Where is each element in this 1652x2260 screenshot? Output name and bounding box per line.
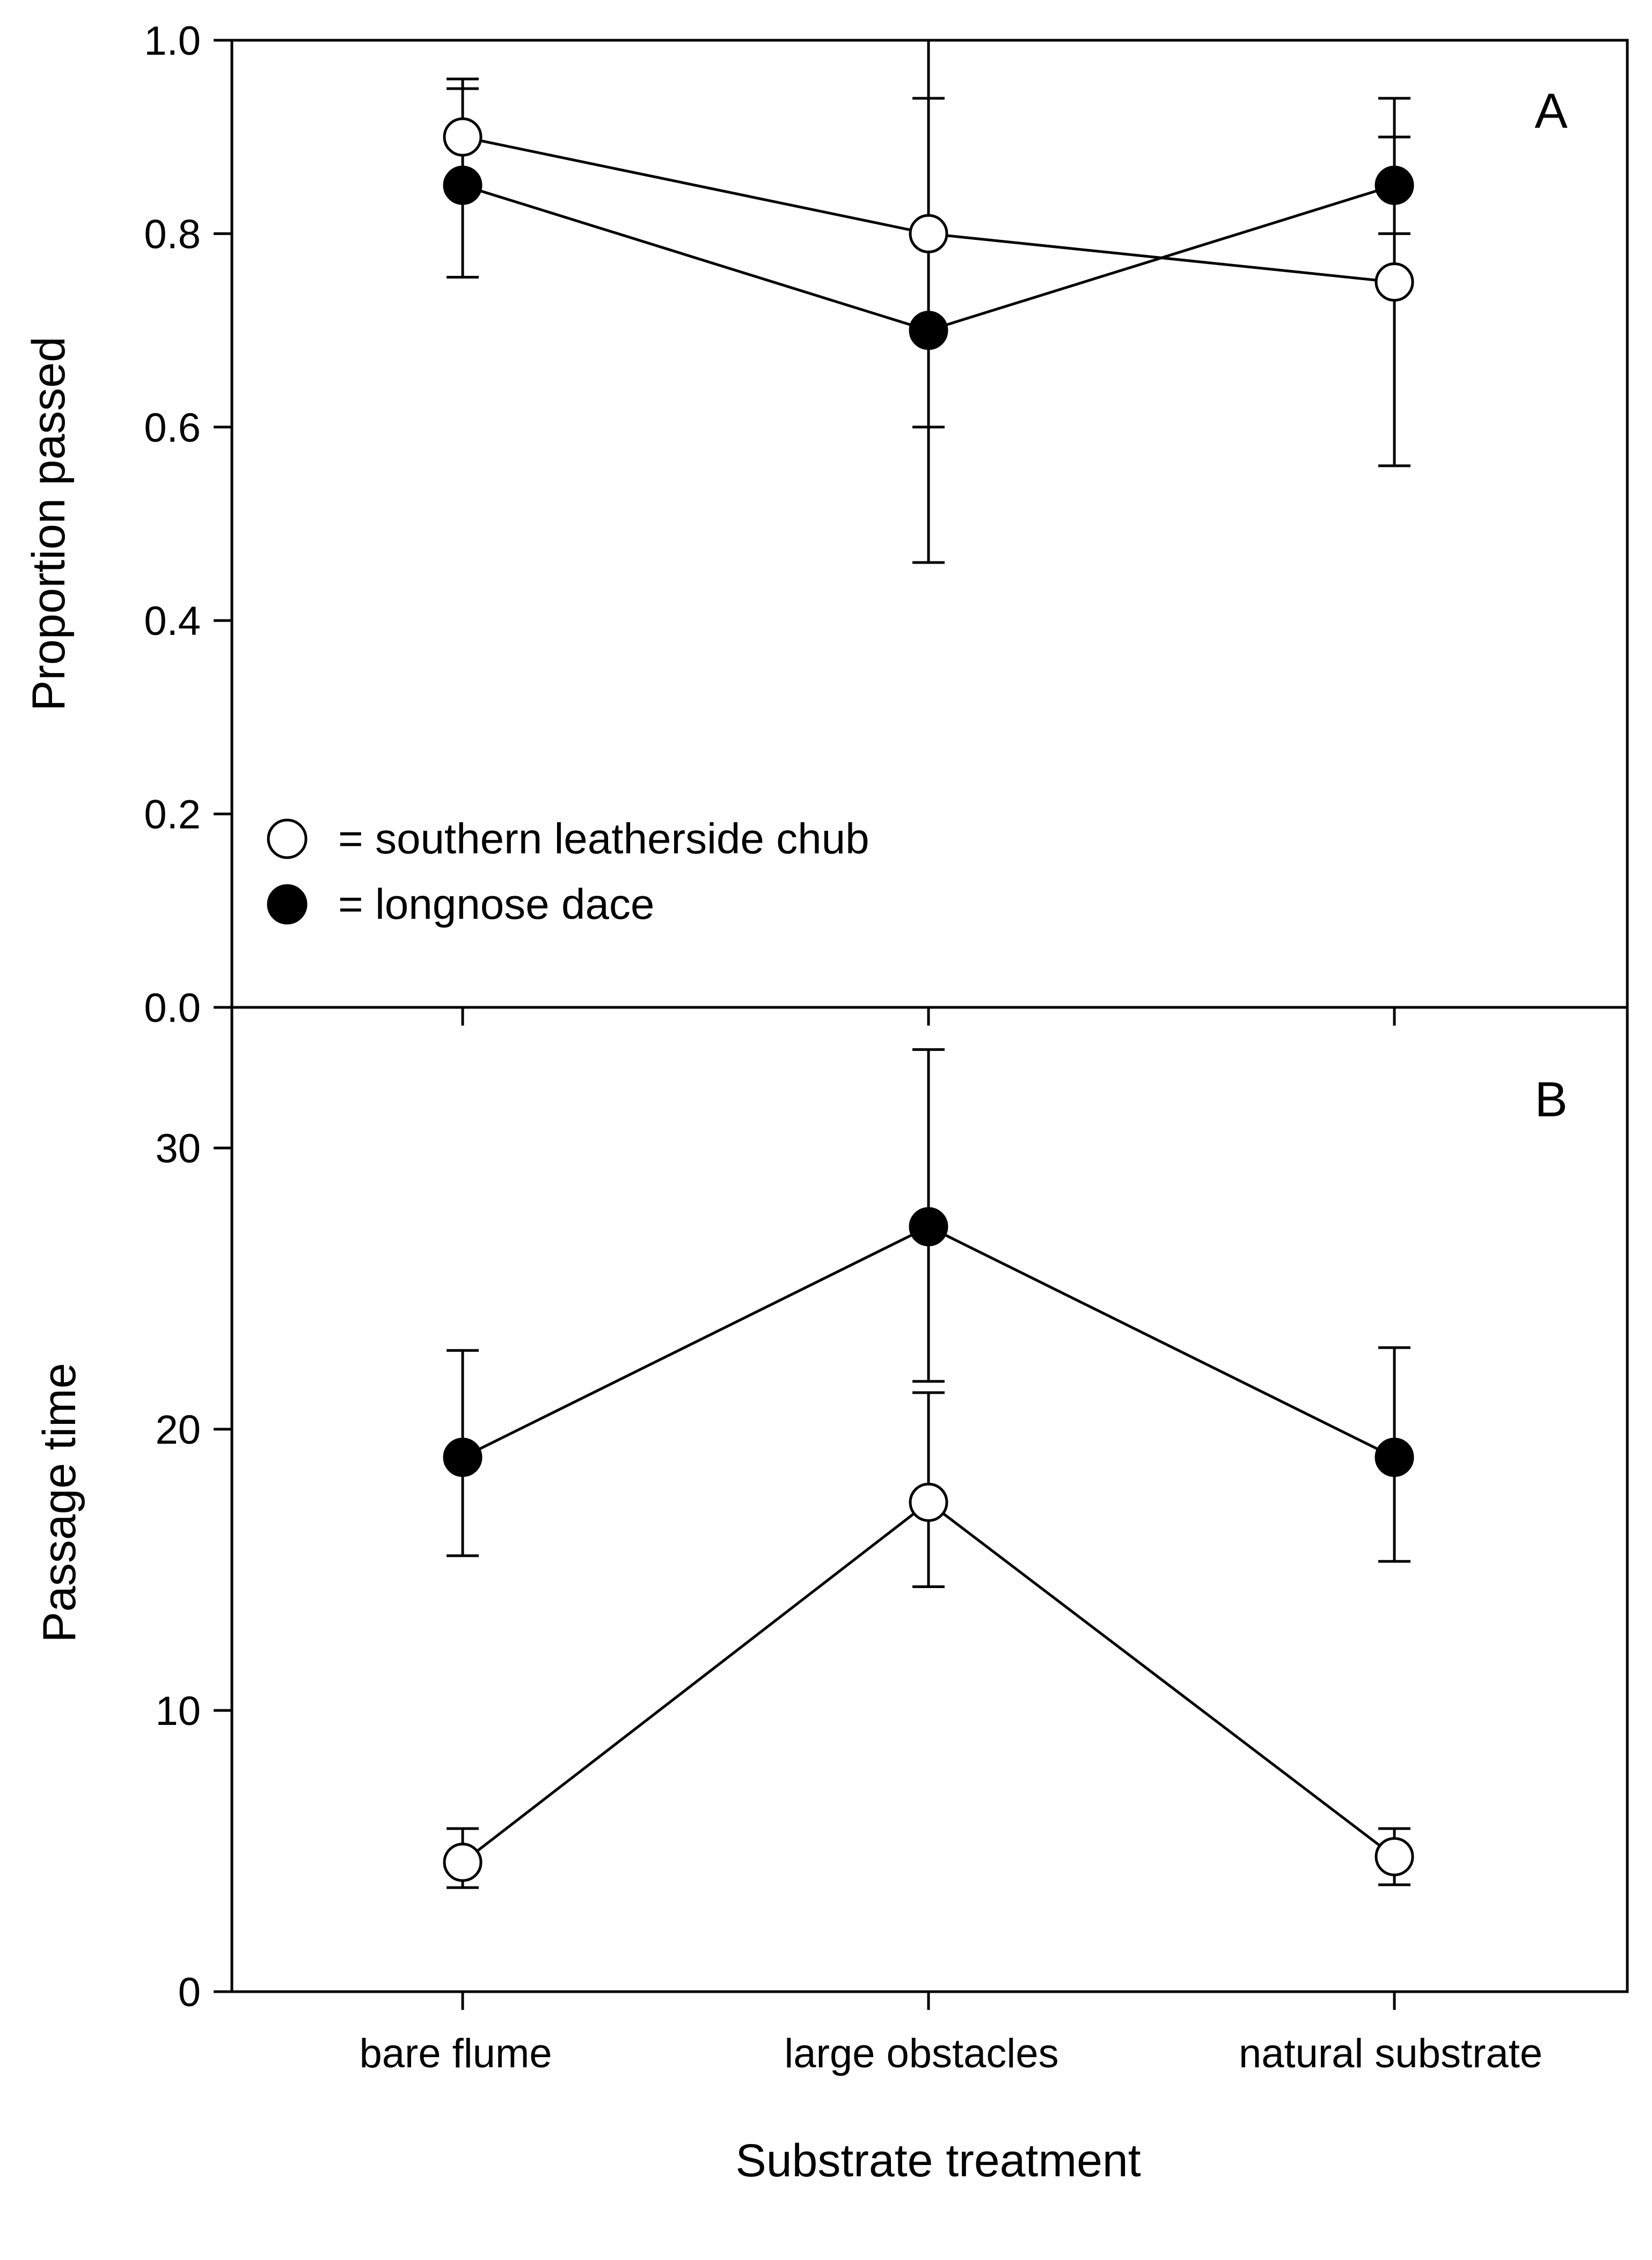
x-tick-label-large-obstacles: large obstacles	[784, 2031, 1058, 2076]
legend-label-chub: = southern leatherside chub	[338, 815, 869, 862]
panel-a-y-tick-label: 0.6	[144, 405, 201, 451]
panel-b-y-tick-label: 10	[155, 1688, 201, 1734]
panel-a-y-tick-label: 0.4	[144, 598, 201, 644]
x-axis-label: Substrate treatment	[735, 2135, 1141, 2186]
panel-b-chub-point	[1375, 1837, 1414, 1876]
x-tick-label-natural-substrate: natural substrate	[1239, 2031, 1543, 2076]
legend: = southern leatherside chub = longnose d…	[267, 815, 869, 928]
panel-a-y-axis-label: Proportion passed	[23, 337, 75, 711]
panel-b-y-tick-label: 20	[155, 1407, 201, 1453]
legend-filled-circle-icon	[267, 884, 308, 925]
panel-a-dace-point	[909, 311, 948, 350]
x-tick-label-bare-flume: bare flume	[359, 2031, 552, 2076]
panel-b-dace-point	[909, 1207, 948, 1247]
panel-a-chub-point	[443, 117, 483, 157]
panel-b-letter: B	[1534, 1072, 1567, 1127]
panel-a-y-tick-label: 0.2	[144, 792, 201, 838]
legend-open-circle-icon	[267, 818, 308, 859]
panel-a-chub-point	[1375, 262, 1414, 302]
panel-a-dace-point	[1375, 165, 1414, 205]
panel-a-y-tick-label: 0.8	[144, 211, 201, 257]
panel-a-dace-point	[443, 165, 483, 205]
panel-b-chub-point	[443, 1842, 483, 1882]
legend-label-dace: = longnose dace	[338, 880, 654, 928]
panel-a-y-tick-label: 1.0	[144, 18, 201, 64]
panel-a-y-tick-label: 0.0	[144, 985, 201, 1031]
panel-b-dace-point	[1375, 1437, 1414, 1477]
panel-b-y-tick-label: 30	[155, 1126, 201, 1172]
panel-b-dace-point	[443, 1437, 483, 1477]
panel-a-letter: A	[1534, 84, 1568, 138]
panel-a-chub-point	[909, 214, 948, 253]
panel-b-y-axis-label: Passage time	[34, 1363, 85, 1642]
panel-b-chub-point	[909, 1482, 948, 1522]
panel-b-y-tick-label: 0	[178, 1970, 201, 2015]
